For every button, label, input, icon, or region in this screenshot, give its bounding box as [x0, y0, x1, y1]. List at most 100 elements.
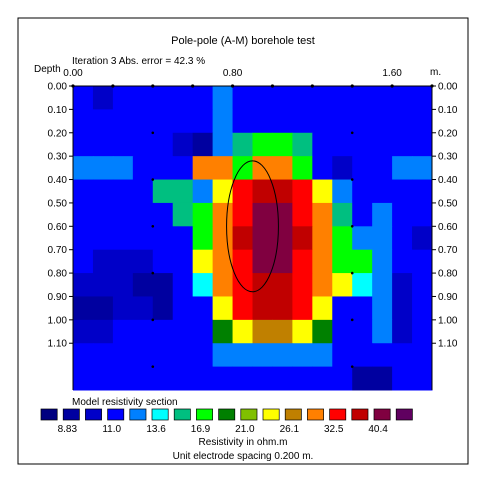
heatmap-cell [272, 296, 293, 321]
x-axis-label: m. [430, 67, 441, 78]
heatmap-cell [272, 249, 293, 274]
y-tick-label-left: 0.50 [48, 198, 68, 209]
heatmap-cell [312, 366, 333, 391]
y-tick-label-right: 0.20 [438, 128, 458, 139]
heatmap-cell [272, 226, 293, 251]
y-tick-label-left: 0.60 [48, 222, 68, 233]
legend-label: 26.1 [280, 424, 300, 435]
heatmap-grid [73, 86, 433, 391]
heatmap-cell [172, 273, 194, 297]
heatmap-cell [132, 343, 154, 368]
y-tick-label-right: 1.00 [438, 315, 458, 326]
heatmap-cell [412, 249, 433, 274]
heatmap-cell [112, 202, 134, 227]
heatmap-cell [372, 202, 393, 227]
heatmap-cell [152, 156, 174, 181]
heatmap-cell [232, 296, 253, 321]
heatmap-cell [212, 109, 234, 134]
heatmap-cell [412, 132, 433, 157]
heatmap-cell [252, 273, 273, 297]
heatmap-cell [192, 132, 214, 157]
heatmap-cell [332, 296, 353, 321]
heatmap-cell [292, 296, 313, 321]
y-tick-label-left: 0.40 [48, 175, 68, 186]
heatmap-cell [192, 296, 214, 321]
heatmap-cell [232, 179, 253, 204]
heatmap-cell [73, 109, 94, 134]
heatmap-cell [212, 273, 234, 297]
heatmap-cell [192, 226, 214, 251]
heatmap-cell [73, 319, 94, 344]
legend-swatch [40, 408, 58, 421]
electrode-spacing-note: Unit electrode spacing 0.200 m. [173, 451, 314, 462]
y-tick-label-right: 0.00 [438, 82, 458, 93]
heatmap-cell [252, 343, 273, 368]
heatmap-cell [192, 319, 214, 344]
heatmap-cell [192, 273, 214, 297]
heatmap-cell [172, 296, 194, 321]
heatmap-cell [252, 86, 273, 110]
heatmap-cell [73, 296, 94, 321]
legend-swatch [129, 408, 147, 421]
heatmap-cell [292, 179, 313, 204]
heatmap-cell [412, 86, 433, 110]
y-tick-label-left: 0.70 [48, 245, 68, 256]
heatmap-cell [73, 273, 94, 297]
heatmap-cell [172, 343, 194, 368]
y-tick-label-right: 1.10 [438, 339, 458, 350]
heatmap-cell [372, 273, 393, 297]
legend-swatch [351, 408, 369, 421]
heatmap-cell [112, 132, 134, 157]
legend-label: 32.5 [324, 424, 344, 435]
heatmap-cell [172, 366, 194, 391]
heatmap-cell [352, 319, 373, 344]
y-tick-label-right: 0.50 [438, 198, 458, 209]
heatmap-cell [292, 132, 313, 157]
heatmap-cell [272, 179, 293, 204]
legend-swatch [329, 408, 347, 421]
legend-swatch [107, 408, 125, 421]
y-tick-label-left: 0.20 [48, 128, 68, 139]
heatmap-cell [272, 319, 293, 344]
heatmap-cell [152, 226, 174, 251]
heatmap-cell [332, 179, 353, 204]
heatmap-cell [392, 366, 413, 391]
y-tick-label-left: 0.30 [48, 152, 68, 163]
heatmap-cell [312, 86, 333, 110]
heatmap-cell [392, 109, 413, 134]
heatmap-cell [372, 343, 393, 368]
heatmap-cell [292, 109, 313, 134]
heatmap-cell [372, 109, 393, 134]
y-tick-label-right: 0.30 [438, 152, 458, 163]
heatmap-cell [152, 179, 174, 204]
legend-title: Resistivity in ohm.m [199, 437, 288, 448]
heatmap-cell [412, 296, 433, 321]
y-tick-label-left: 1.10 [48, 339, 68, 350]
heatmap-cell [372, 226, 393, 251]
legend-label: 13.6 [146, 424, 166, 435]
heatmap-cell [312, 156, 333, 181]
section-label: Model resistivity section [72, 397, 178, 408]
y-tick-label-right: 0.70 [438, 245, 458, 256]
heatmap-cell [292, 366, 313, 391]
heatmap-cell [272, 366, 293, 391]
legend-swatch [395, 408, 413, 421]
heatmap-cell [252, 296, 273, 321]
legend-swatch [196, 408, 213, 421]
heatmap-cell [252, 249, 273, 274]
borehole-electrode-marker [151, 131, 155, 135]
y-tick-label-right: 0.90 [438, 292, 458, 303]
heatmap-cell [292, 202, 313, 227]
heatmap-cell [152, 319, 174, 344]
legend-swatch [262, 408, 280, 421]
heatmap-cell [332, 109, 353, 134]
heatmap-cell [112, 179, 134, 204]
heatmap-cell [392, 156, 413, 181]
heatmap-cell [92, 202, 114, 227]
heatmap-cell [92, 179, 114, 204]
heatmap-cell [392, 273, 413, 297]
heatmap-cell [112, 249, 134, 274]
borehole-electrode-marker [151, 225, 155, 228]
heatmap-cell [252, 226, 273, 251]
